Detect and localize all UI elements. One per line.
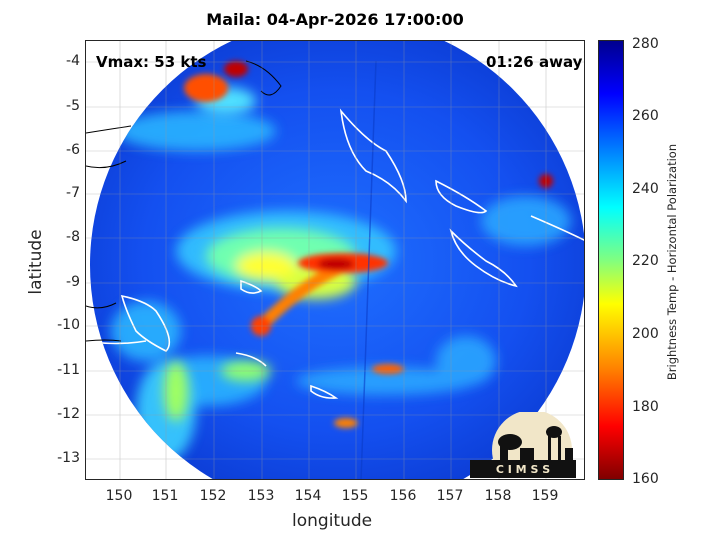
x-tick: 155 [341, 488, 369, 504]
y-axis-label: latitude [26, 229, 46, 295]
x-tick: 150 [105, 488, 133, 504]
x-axis-label: longitude [292, 511, 373, 531]
colorbar-tick: 180 [632, 399, 659, 415]
colorbar-tick: 220 [632, 253, 659, 269]
x-tick: 157 [436, 488, 464, 504]
y-tick: -9 [66, 274, 80, 290]
x-tick: 156 [389, 488, 417, 504]
logo-text: C I M S S [496, 463, 550, 476]
colorbar-label: Brightness Temp - Horizontal Polarizatio… [665, 143, 679, 381]
swath-disk [90, 41, 584, 479]
x-tick: 151 [151, 488, 179, 504]
colorbar-tick: 160 [632, 471, 659, 487]
y-tick: -11 [57, 362, 80, 378]
y-tick: -10 [57, 317, 80, 333]
gridlines [86, 41, 584, 479]
y-tick: -7 [66, 185, 80, 201]
vmax-label: Vmax: 53 kts [96, 53, 207, 71]
y-tick: -4 [66, 53, 80, 69]
microwave-swath [86, 41, 584, 479]
colorbar-tick: 240 [632, 181, 659, 197]
x-tick: 158 [484, 488, 512, 504]
y-tick: -13 [57, 450, 80, 466]
y-tick: -8 [66, 229, 80, 245]
image-title: Maila: 04-Apr-2026 17:00:00 [206, 10, 464, 29]
x-tick: 152 [199, 488, 227, 504]
x-tick: 153 [247, 488, 275, 504]
colorbar-tick: 200 [632, 326, 659, 342]
satellite-image-panel [85, 40, 585, 480]
x-tick: 154 [294, 488, 322, 504]
y-tick: -12 [57, 406, 80, 422]
y-tick: -6 [66, 142, 80, 158]
time-away-label: 01:26 away [486, 53, 583, 71]
outside-coastlines [86, 60, 282, 342]
colorbar [598, 40, 624, 480]
colorbar-tick: 280 [632, 36, 659, 52]
colorbar-tick: 260 [632, 108, 659, 124]
x-tick: 159 [531, 488, 559, 504]
y-tick: -5 [66, 98, 80, 114]
cimss-logo: C I M S S [470, 410, 576, 490]
